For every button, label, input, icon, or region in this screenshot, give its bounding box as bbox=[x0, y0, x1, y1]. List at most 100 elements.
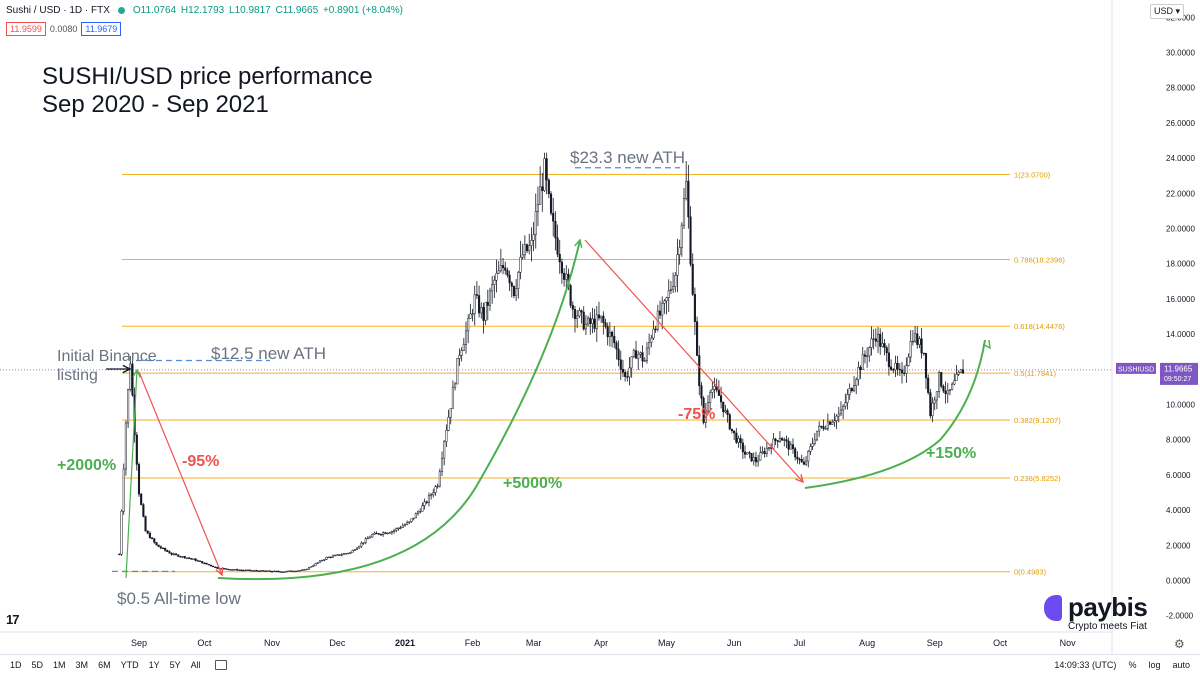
candle-body bbox=[794, 448, 797, 458]
candle-body bbox=[288, 570, 291, 572]
candle-body bbox=[360, 542, 363, 547]
candle-body bbox=[752, 457, 755, 462]
y-tick-label: 8.0000 bbox=[1166, 436, 1191, 445]
candle-body bbox=[316, 562, 319, 564]
candle-body bbox=[914, 333, 917, 342]
candle-body bbox=[366, 537, 369, 540]
candle-body bbox=[410, 518, 413, 522]
candle-body bbox=[425, 501, 428, 503]
range-button-ytd[interactable]: YTD bbox=[120, 660, 139, 670]
candle-body bbox=[948, 389, 952, 391]
candle-body bbox=[497, 270, 500, 274]
range-button-6m[interactable]: 6M bbox=[98, 660, 111, 670]
arrow-5000-curve bbox=[217, 239, 581, 581]
candle-body bbox=[650, 337, 653, 343]
candle-body bbox=[933, 399, 936, 404]
candle-body bbox=[874, 338, 877, 342]
symbol-tag-label: SUSHIUSD bbox=[1118, 366, 1154, 373]
candle-body bbox=[754, 457, 757, 463]
candle-body bbox=[717, 389, 720, 396]
range-button-1m[interactable]: 1M bbox=[53, 660, 66, 670]
candle-body bbox=[870, 338, 873, 348]
candle-body bbox=[329, 556, 332, 559]
candle-body bbox=[268, 570, 271, 572]
candle-body bbox=[340, 554, 343, 556]
candle-body bbox=[761, 451, 764, 454]
range-button-1d[interactable]: 1D bbox=[10, 660, 22, 670]
candle-body bbox=[593, 318, 596, 329]
ohlc-high: H12.1793 bbox=[180, 4, 225, 16]
candle-body bbox=[397, 527, 400, 530]
candle-body bbox=[563, 272, 566, 280]
range-button-3m[interactable]: 3M bbox=[75, 660, 89, 670]
utc-clock[interactable]: 14:09:33 (UTC) bbox=[1054, 660, 1117, 670]
x-tick-label: Apr bbox=[594, 638, 608, 648]
candle-body bbox=[508, 274, 511, 284]
candle-body bbox=[336, 554, 339, 556]
y-tick-label: 20.0000 bbox=[1166, 225, 1195, 234]
candle-body bbox=[582, 311, 585, 330]
candle-body bbox=[850, 388, 853, 392]
candle-body bbox=[462, 344, 465, 351]
candle-body bbox=[711, 389, 714, 393]
gear-icon[interactable]: ⚙ bbox=[1174, 637, 1185, 651]
candle-body bbox=[654, 328, 657, 331]
candle-body bbox=[377, 533, 380, 535]
candle-body bbox=[238, 569, 241, 572]
calendar-icon[interactable] bbox=[214, 660, 227, 670]
candle-body bbox=[787, 440, 790, 450]
candle-body bbox=[390, 531, 393, 533]
candle-body bbox=[161, 547, 165, 550]
candle-body bbox=[443, 441, 446, 459]
candle-body bbox=[458, 355, 461, 359]
candle-body bbox=[940, 372, 943, 387]
candle-body bbox=[835, 415, 838, 422]
log-toggle[interactable]: log bbox=[1148, 660, 1161, 670]
ohlc-low: L10.9817 bbox=[229, 4, 271, 16]
candle-body bbox=[720, 395, 723, 403]
candle-body bbox=[209, 564, 212, 567]
candle-body bbox=[419, 511, 422, 513]
candle-body bbox=[881, 343, 884, 347]
candle-body bbox=[879, 333, 882, 347]
candle-body bbox=[613, 336, 616, 344]
currency-select[interactable]: USD ▾ bbox=[1149, 4, 1184, 19]
candle-body bbox=[682, 198, 686, 226]
candle-body bbox=[665, 297, 668, 302]
candle-body bbox=[144, 516, 147, 532]
candle-body bbox=[591, 318, 594, 324]
candle-body bbox=[499, 265, 502, 272]
range-button-all[interactable]: All bbox=[190, 660, 201, 670]
candle-body bbox=[345, 553, 348, 555]
candle-body bbox=[347, 552, 350, 555]
candle-body bbox=[451, 386, 454, 409]
auto-toggle[interactable]: auto bbox=[1172, 660, 1190, 670]
fib-level-label: 0.618(14.4476) bbox=[1014, 322, 1065, 331]
buy-price-button[interactable]: 11.9679 bbox=[81, 22, 122, 36]
symbol-title[interactable]: Sushi / USD · 1D · FTX bbox=[6, 4, 110, 16]
candle-body bbox=[214, 566, 217, 568]
range-button-5y[interactable]: 5Y bbox=[169, 660, 181, 670]
percent-toggle[interactable]: % bbox=[1128, 660, 1137, 670]
candle-body bbox=[137, 464, 141, 495]
candle-body bbox=[434, 486, 437, 493]
x-tick-label: Aug bbox=[859, 638, 875, 648]
spread-value: 0.0080 bbox=[49, 24, 78, 34]
candle-body bbox=[890, 366, 893, 370]
market-open-icon bbox=[117, 6, 125, 14]
sell-price-button[interactable]: 11.9599 bbox=[6, 22, 46, 36]
candle-body bbox=[253, 570, 256, 572]
candle-body bbox=[818, 425, 821, 432]
candle-body bbox=[323, 559, 326, 561]
candle-body bbox=[831, 421, 834, 425]
range-button-1y[interactable]: 1Y bbox=[148, 660, 160, 670]
candle-body bbox=[669, 288, 672, 291]
candle-body bbox=[467, 318, 470, 332]
range-button-5d[interactable]: 5D bbox=[31, 660, 44, 670]
candle-body bbox=[388, 532, 391, 534]
annotation-binance-1: Initial Binance bbox=[57, 348, 157, 365]
annotation-2000: +2000% bbox=[57, 457, 116, 474]
candle-body bbox=[842, 405, 845, 411]
symbol-header: Sushi / USD · 1D · FTX O11.0764 H12.1793… bbox=[0, 0, 403, 20]
